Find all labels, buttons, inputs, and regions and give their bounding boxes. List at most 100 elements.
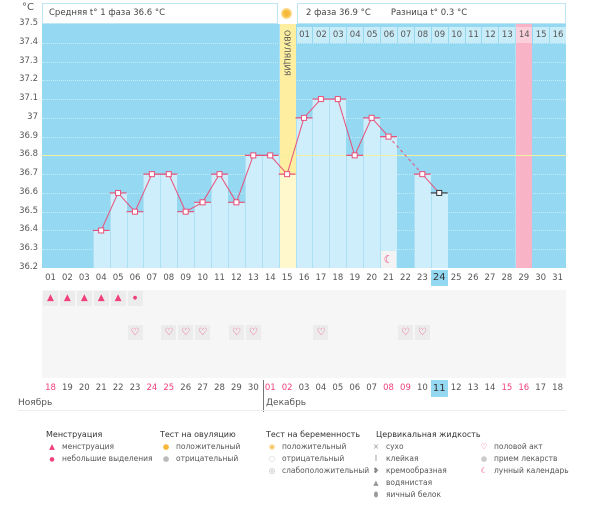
cycle-day-label[interactable]: 06: [129, 273, 141, 283]
calendar-date[interactable]: 20: [78, 383, 90, 393]
temperature-point[interactable]: [419, 171, 426, 178]
temperature-point[interactable]: [436, 189, 443, 196]
calendar-date[interactable]: 12: [450, 383, 462, 393]
calendar-date[interactable]: 01: [264, 383, 276, 393]
cycle-day-label[interactable]: 05: [112, 273, 124, 283]
calendar-date[interactable]: 02: [281, 383, 293, 393]
menstruation-icon[interactable]: ▲: [43, 291, 58, 306]
temperature-point[interactable]: [165, 171, 172, 178]
heart-icon[interactable]: ♡: [245, 325, 261, 340]
cycle-day-label[interactable]: 15: [281, 273, 293, 283]
temperature-point[interactable]: [284, 171, 291, 178]
cycle-day-label[interactable]: 18: [332, 273, 344, 283]
temperature-point[interactable]: [317, 96, 324, 103]
heart-icon[interactable]: ♡: [313, 325, 329, 340]
phase2-average: 2 фаза 36.9 °C Разница t° 0.3 °C: [297, 3, 566, 24]
temperature-point[interactable]: [131, 208, 138, 215]
heart-icon[interactable]: ♡: [178, 325, 194, 340]
cycle-day-label[interactable]: 22: [400, 273, 411, 283]
cycle-day-label[interactable]: 19: [349, 273, 361, 283]
cycle-day-label[interactable]: 12: [231, 273, 242, 283]
calendar-date[interactable]: 15: [501, 383, 513, 393]
cycle-day-label[interactable]: 07: [146, 273, 158, 283]
temperature-point[interactable]: [98, 227, 105, 234]
calendar-date[interactable]: 10: [416, 383, 428, 393]
calendar-date[interactable]: 04: [315, 383, 327, 393]
calendar-date[interactable]: 18: [552, 383, 563, 393]
temperature-point[interactable]: [334, 96, 341, 103]
cycle-day-label[interactable]: 23: [416, 273, 428, 283]
temperature-point[interactable]: [267, 152, 274, 159]
temperature-point[interactable]: [385, 133, 392, 140]
menstruation-icon[interactable]: ▲: [76, 291, 92, 306]
calendar-date[interactable]: 09: [400, 383, 411, 393]
cycle-day-label[interactable]: 21: [383, 273, 394, 283]
cycle-day-label[interactable]: 09: [180, 273, 192, 283]
cycle-day-label[interactable]: 30: [535, 273, 547, 283]
cycle-day-label[interactable]: 10: [197, 273, 209, 283]
cycle-day-label[interactable]: 28: [501, 273, 513, 283]
calendar-date[interactable]: 22: [112, 383, 124, 393]
calendar-date[interactable]: 19: [61, 383, 73, 393]
cycle-day-label[interactable]: 29: [518, 273, 530, 283]
cycle-day-label[interactable]: 01: [45, 273, 56, 283]
calendar-date[interactable]: 29: [231, 383, 242, 393]
calendar-date[interactable]: 07: [366, 383, 378, 393]
calendar-date[interactable]: 08: [383, 383, 394, 393]
spotting-icon[interactable]: ●: [127, 291, 143, 306]
cycle-day-label[interactable]: 02: [61, 273, 73, 283]
heart-icon[interactable]: ♡: [228, 325, 244, 340]
temperature-point[interactable]: [182, 208, 189, 215]
cycle-day-label[interactable]: 11: [214, 273, 225, 283]
heart-icon[interactable]: ♡: [127, 325, 143, 340]
moon-icon[interactable]: ☾: [381, 251, 397, 268]
heart-icon[interactable]: ♡: [414, 325, 430, 340]
cycle-day-label[interactable]: 20: [366, 273, 378, 283]
heart-icon[interactable]: ♡: [397, 325, 413, 340]
temperature-point[interactable]: [351, 152, 358, 159]
heart-icon[interactable]: ♡: [195, 325, 211, 340]
calendar-date[interactable]: 25: [163, 383, 175, 393]
calendar-date[interactable]: 27: [197, 383, 209, 393]
cycle-day-label[interactable]: 25: [450, 273, 462, 283]
calendar-date[interactable]: 30: [247, 383, 259, 393]
temperature-point[interactable]: [301, 114, 307, 121]
calendar-date[interactable]: 17: [535, 383, 547, 393]
calendar-date[interactable]: 28: [214, 383, 225, 393]
calendar-date[interactable]: 06: [349, 383, 361, 393]
cycle-day-label[interactable]: 16: [298, 273, 310, 283]
calendar-date[interactable]: 21: [95, 383, 107, 393]
cycle-day-label[interactable]: 08: [163, 273, 175, 283]
calendar-date[interactable]: 14: [484, 383, 496, 393]
temperature-point[interactable]: [233, 199, 240, 206]
menstruation-icon[interactable]: ▲: [110, 291, 126, 306]
calendar-date[interactable]: 05: [332, 383, 344, 393]
calendar-date[interactable]: 24: [146, 383, 158, 393]
temperature-point[interactable]: [250, 152, 257, 159]
cycle-day-label[interactable]: 26: [467, 273, 479, 283]
calendar-date[interactable]: 26: [180, 383, 192, 393]
cycle-day-label[interactable]: 17: [315, 273, 327, 283]
calendar-date[interactable]: 18: [45, 383, 56, 393]
cycle-day-label[interactable]: 24: [430, 270, 448, 286]
cycle-day-label[interactable]: 03: [78, 273, 90, 283]
temperature-point[interactable]: [115, 189, 122, 196]
calendar-date[interactable]: 16: [518, 383, 530, 393]
calendar-date[interactable]: 03: [298, 383, 310, 393]
temperature-point[interactable]: [148, 171, 155, 178]
menstruation-icon[interactable]: ▲: [93, 291, 109, 306]
heart-icon[interactable]: ♡: [161, 325, 177, 340]
cycle-day-label[interactable]: 27: [484, 273, 496, 283]
calendar-date[interactable]: 23: [129, 383, 141, 393]
calendar-date[interactable]: 13: [467, 383, 479, 393]
temperature-point[interactable]: [216, 171, 223, 178]
temperature-point[interactable]: [199, 199, 206, 206]
cycle-day-label[interactable]: 31: [552, 273, 563, 283]
y-tick-label: 37: [27, 111, 38, 122]
menstruation-icon[interactable]: ▲: [59, 291, 75, 306]
calendar-date[interactable]: 11: [430, 380, 448, 397]
temperature-point[interactable]: [368, 114, 375, 121]
cycle-day-label[interactable]: 13: [247, 273, 259, 283]
cycle-day-label[interactable]: 14: [264, 273, 276, 283]
cycle-day-label[interactable]: 04: [95, 273, 107, 283]
